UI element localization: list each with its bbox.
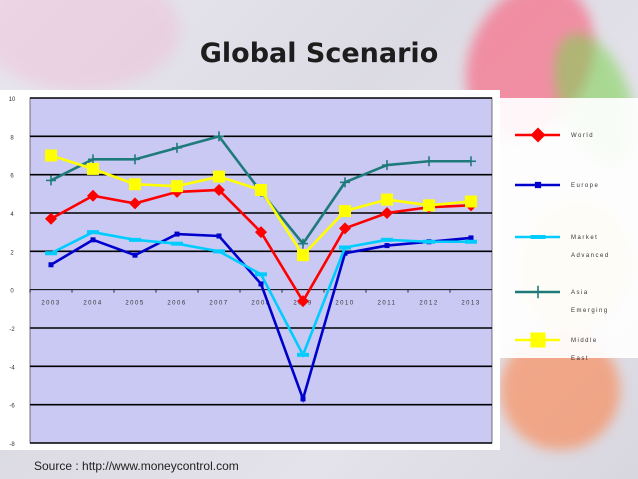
data-point [381, 193, 393, 206]
series-world [45, 184, 477, 308]
legend-label: Europe [571, 183, 599, 189]
data-point [342, 250, 348, 256]
x-tick-label: 2013 [461, 301, 480, 307]
y-tick-label: -2 [9, 327, 15, 333]
data-point [45, 149, 57, 162]
data-point [213, 184, 225, 196]
data-point [530, 332, 546, 348]
y-tick-label: 10 [9, 97, 16, 103]
data-point [465, 195, 477, 208]
data-point [45, 212, 57, 225]
data-point [48, 262, 54, 268]
data-point [255, 272, 267, 277]
data-point [339, 222, 351, 235]
x-tick-label: 2004 [83, 301, 102, 307]
legend-item: Market Advanced [515, 235, 610, 259]
data-point [534, 181, 542, 189]
legend-label: Emerging [571, 308, 609, 314]
data-point [258, 281, 264, 287]
plot-area [29, 97, 493, 444]
x-tick-label: 2006 [167, 301, 186, 307]
x-axis-tick-labels: 2003200420052006200720082009201020112012… [29, 289, 480, 307]
x-tick-label: 2003 [41, 301, 60, 307]
data-point [87, 230, 99, 235]
chart-legend: World Europe Market Advanced Asia Emerging Mid… [515, 127, 610, 362]
y-tick-label: -4 [9, 365, 15, 371]
data-point [255, 184, 267, 196]
y-tick-label: -6 [9, 404, 15, 410]
legend-label: Asia [571, 290, 589, 296]
data-point [381, 237, 393, 242]
legend-label: World [571, 133, 594, 139]
data-point [132, 252, 138, 258]
data-point [129, 197, 141, 210]
data-series [45, 131, 477, 404]
data-point [171, 180, 183, 193]
data-point [339, 245, 351, 250]
y-tick-label: 2 [10, 250, 14, 256]
data-point [87, 189, 99, 202]
legend-item: Asia Emerging [515, 285, 609, 314]
data-point [45, 251, 57, 256]
data-point [87, 162, 99, 175]
series-middle-east [45, 149, 477, 262]
series-market-advanced [45, 230, 477, 358]
data-point [423, 199, 435, 212]
legend-item: World [515, 127, 594, 143]
legend-item: Europe [515, 181, 599, 189]
data-point [171, 241, 183, 246]
data-point [213, 170, 225, 183]
x-tick-label: 2012 [419, 301, 438, 307]
data-point [90, 237, 96, 243]
legend-label: Middle [571, 338, 598, 344]
data-point [297, 295, 309, 308]
legend-label: Market [571, 235, 598, 241]
y-tick-label: 8 [10, 135, 14, 141]
y-tick-label: -8 [9, 442, 15, 448]
x-tick-label: 2008 [251, 301, 270, 307]
data-point [339, 205, 351, 218]
data-point [129, 178, 141, 191]
data-point [300, 396, 306, 402]
data-point [465, 239, 477, 244]
slide-title: Global Scenario [199, 38, 439, 69]
data-point [381, 207, 393, 219]
x-tick-label: 2005 [125, 301, 144, 307]
data-point [297, 249, 309, 262]
y-tick-label: 4 [10, 212, 14, 218]
data-point [213, 249, 225, 254]
legend-label: East [571, 356, 589, 362]
y-tick-label: 6 [10, 174, 14, 180]
data-point [530, 127, 546, 143]
data-point [255, 226, 267, 239]
legend-item: Middle East [515, 332, 598, 362]
data-point [129, 237, 141, 242]
x-tick-label: 2007 [209, 301, 228, 307]
x-tick-label: 2010 [335, 301, 354, 307]
data-point [468, 235, 474, 241]
legend-box [500, 98, 638, 358]
y-axis-tick-labels: 10 8 6 4 2 0 -2 -4 -6 -8 [9, 97, 16, 448]
y-tick-label: 0 [10, 289, 14, 295]
legend-label: Advanced [571, 253, 610, 259]
data-point [297, 352, 309, 357]
data-point [423, 239, 435, 244]
data-point [216, 233, 222, 239]
data-point [174, 231, 180, 237]
x-tick-label: 2011 [378, 301, 397, 307]
source-note: Source : http://www.moneycontrol.com [34, 459, 239, 473]
data-point [530, 235, 546, 239]
data-point [384, 243, 390, 249]
